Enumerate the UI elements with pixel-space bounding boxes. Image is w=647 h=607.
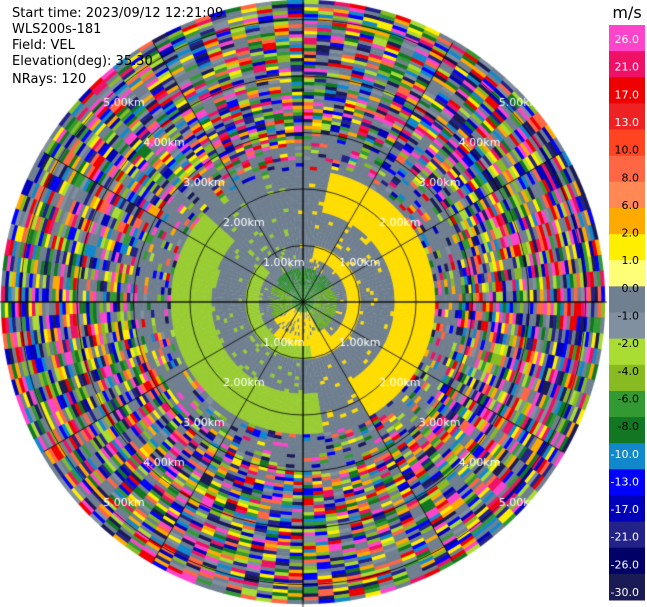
colorbar-unit: m/s <box>612 3 641 22</box>
colorbar-swatch <box>609 312 645 340</box>
colorbar-tick-label: -1.0 <box>618 310 639 323</box>
colorbar-tick-label: 17.0 <box>615 88 640 101</box>
colorbar-swatch <box>609 234 645 261</box>
colorbar-swatch <box>609 364 645 392</box>
colorbar-swatch <box>609 521 645 549</box>
colorbar-tick-label: -26.0 <box>611 558 639 571</box>
colorbar-swatch <box>609 103 645 131</box>
colorbar-tick-label: 6.0 <box>622 199 640 212</box>
colorbar-tick-label: -30.0 <box>611 586 639 599</box>
colorbar-swatch <box>609 181 645 209</box>
elevation-label: Elevation(deg): 35.30 <box>12 54 153 69</box>
start-time-label: Start time: 2023/09/12 12:21:09 <box>12 6 224 21</box>
colorbar-tick-label: 21.0 <box>615 61 640 74</box>
colorbar-swatch <box>609 129 645 157</box>
nrays-label: NRays: 120 <box>12 72 87 87</box>
colorbar-swatch <box>609 338 645 366</box>
colorbar-swatch <box>609 260 645 287</box>
colorbar-swatch <box>609 77 645 104</box>
colorbar-swatch <box>609 51 645 78</box>
colorbar-swatch <box>609 25 645 52</box>
colorbar-swatch <box>609 495 645 523</box>
colorbar-tick-label: -21.0 <box>611 531 639 544</box>
colorbar-swatch <box>609 155 645 183</box>
colorbar-tick-label: 0.0 <box>622 282 640 295</box>
colorbar-tick-label: 10.0 <box>615 144 640 157</box>
colorbar-swatch <box>609 207 645 235</box>
colorbar-swatch <box>609 573 645 601</box>
field-label: Field: VEL <box>12 38 75 53</box>
colorbar-swatch <box>609 417 645 444</box>
instrument-label: WLS200s-181 <box>12 22 102 37</box>
colorbar-swatch <box>609 547 645 575</box>
colorbar-tick-label: 13.0 <box>615 116 640 129</box>
colorbar-tick-label: 8.0 <box>622 171 640 184</box>
colorbar-swatch <box>609 390 645 418</box>
colorbar-tick-label: -17.0 <box>611 503 639 516</box>
colorbar-tick-label: -10.0 <box>611 448 639 461</box>
colorbar-tick-label: 1.0 <box>622 254 640 267</box>
colorbar-tick-label: -4.0 <box>618 365 639 378</box>
colorbar-tick-label: -6.0 <box>618 392 639 405</box>
colorbar-tick-label: -8.0 <box>618 420 639 433</box>
colorbar-tick-label: -13.0 <box>611 475 639 488</box>
colorbar-swatch <box>609 443 645 470</box>
colorbar-tick-label: 26.0 <box>615 33 640 46</box>
colorbar-swatch <box>609 469 645 496</box>
colorbar-swatch <box>609 286 645 313</box>
colorbar-tick-label: -2.0 <box>618 337 639 350</box>
colorbar-tick-label: 2.0 <box>622 227 640 240</box>
